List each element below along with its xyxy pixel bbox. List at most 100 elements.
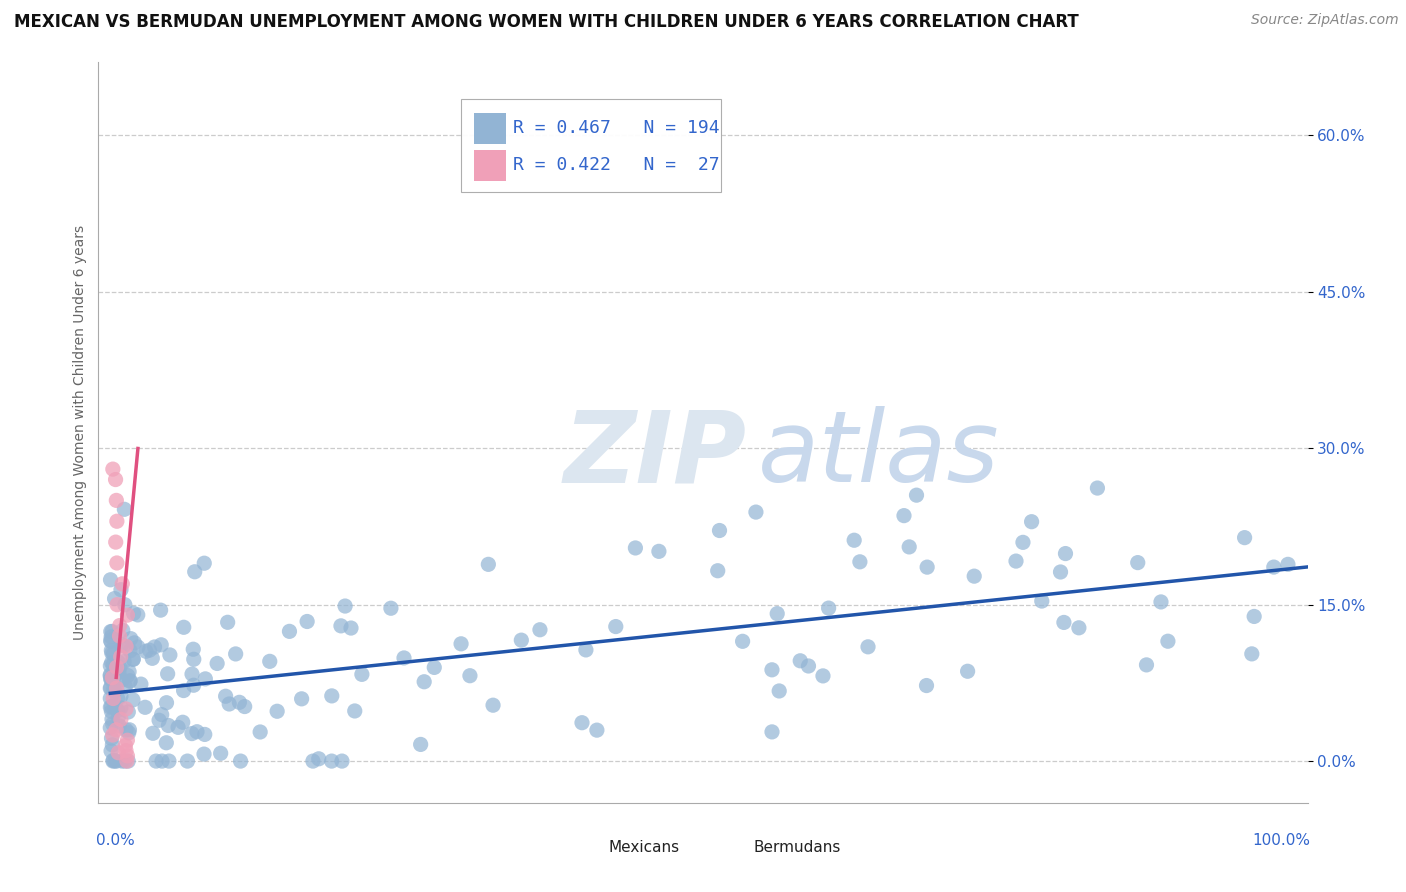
Point	[143, 640, 166, 654]
Point	[103, 647, 125, 661]
Point	[1049, 565, 1071, 579]
Point	[1240, 647, 1263, 661]
Point	[321, 754, 343, 768]
Point	[308, 752, 330, 766]
Point	[100, 672, 122, 686]
Point	[963, 569, 986, 583]
Point	[605, 619, 627, 633]
Point	[104, 664, 127, 678]
Point	[100, 731, 122, 746]
Point	[114, 739, 136, 753]
Point	[101, 717, 124, 731]
Point	[477, 558, 499, 572]
Point	[122, 607, 145, 621]
Point	[811, 669, 834, 683]
Point	[112, 639, 135, 653]
Point	[117, 748, 139, 763]
Point	[134, 700, 156, 714]
Point	[101, 712, 124, 726]
Point	[105, 754, 128, 768]
Point	[100, 681, 122, 695]
Point	[100, 624, 122, 639]
Point	[117, 733, 139, 747]
Point	[1005, 554, 1028, 568]
Point	[510, 633, 533, 648]
Point	[1263, 560, 1285, 574]
Point	[110, 638, 132, 652]
Point	[156, 666, 179, 681]
Point	[101, 738, 124, 752]
Point	[111, 624, 134, 638]
Point	[1054, 547, 1077, 561]
Text: 0.0%: 0.0%	[96, 833, 135, 848]
Text: R = 0.467   N = 194: R = 0.467 N = 194	[513, 120, 720, 137]
Point	[761, 663, 783, 677]
Point	[112, 502, 135, 516]
Point	[529, 623, 551, 637]
Point	[117, 705, 139, 719]
Point	[571, 715, 593, 730]
Point	[104, 701, 127, 715]
Point	[101, 646, 124, 660]
Point	[98, 691, 121, 706]
Point	[167, 720, 190, 734]
Point	[100, 700, 122, 714]
Point	[98, 669, 121, 683]
Point	[413, 674, 436, 689]
Point	[849, 555, 872, 569]
Point	[105, 665, 128, 680]
Point	[193, 747, 215, 761]
Point	[423, 660, 446, 674]
Point	[100, 744, 122, 758]
Point	[329, 619, 352, 633]
Point	[98, 658, 121, 673]
Point	[118, 723, 141, 737]
Point	[114, 598, 136, 612]
Point	[103, 657, 125, 672]
Point	[100, 633, 122, 648]
Point	[186, 724, 208, 739]
Y-axis label: Unemployment Among Women with Children Under 6 years: Unemployment Among Women with Children U…	[73, 225, 87, 640]
FancyBboxPatch shape	[724, 836, 749, 860]
Point	[105, 493, 128, 508]
Point	[135, 644, 157, 658]
Point	[142, 726, 165, 740]
Point	[1087, 481, 1109, 495]
Point	[107, 746, 129, 760]
Point	[194, 672, 217, 686]
Point	[181, 642, 204, 657]
Point	[101, 728, 124, 742]
Point	[173, 683, 195, 698]
Point	[107, 710, 129, 724]
Point	[225, 647, 247, 661]
Text: 100.0%: 100.0%	[1253, 833, 1310, 848]
Point	[98, 667, 121, 681]
Point	[1021, 515, 1043, 529]
Point	[278, 624, 301, 639]
Point	[117, 754, 139, 768]
Point	[915, 679, 938, 693]
Point	[159, 648, 181, 662]
Point	[100, 673, 122, 687]
Point	[856, 640, 879, 654]
Point	[709, 524, 731, 538]
Point	[100, 573, 122, 587]
Point	[350, 667, 373, 681]
Point	[120, 632, 142, 646]
Text: R = 0.422   N =  27: R = 0.422 N = 27	[513, 156, 720, 174]
Point	[103, 691, 125, 706]
Point	[120, 673, 142, 688]
Point	[101, 754, 124, 768]
Point	[183, 652, 205, 666]
Point	[105, 660, 128, 674]
Point	[1277, 558, 1299, 572]
Point	[105, 556, 128, 570]
Point	[183, 565, 205, 579]
Point	[330, 754, 353, 768]
Point	[1233, 531, 1256, 545]
Point	[229, 754, 252, 768]
Point	[148, 713, 170, 727]
Point	[409, 738, 432, 752]
Point	[228, 695, 250, 709]
Point	[98, 681, 121, 696]
